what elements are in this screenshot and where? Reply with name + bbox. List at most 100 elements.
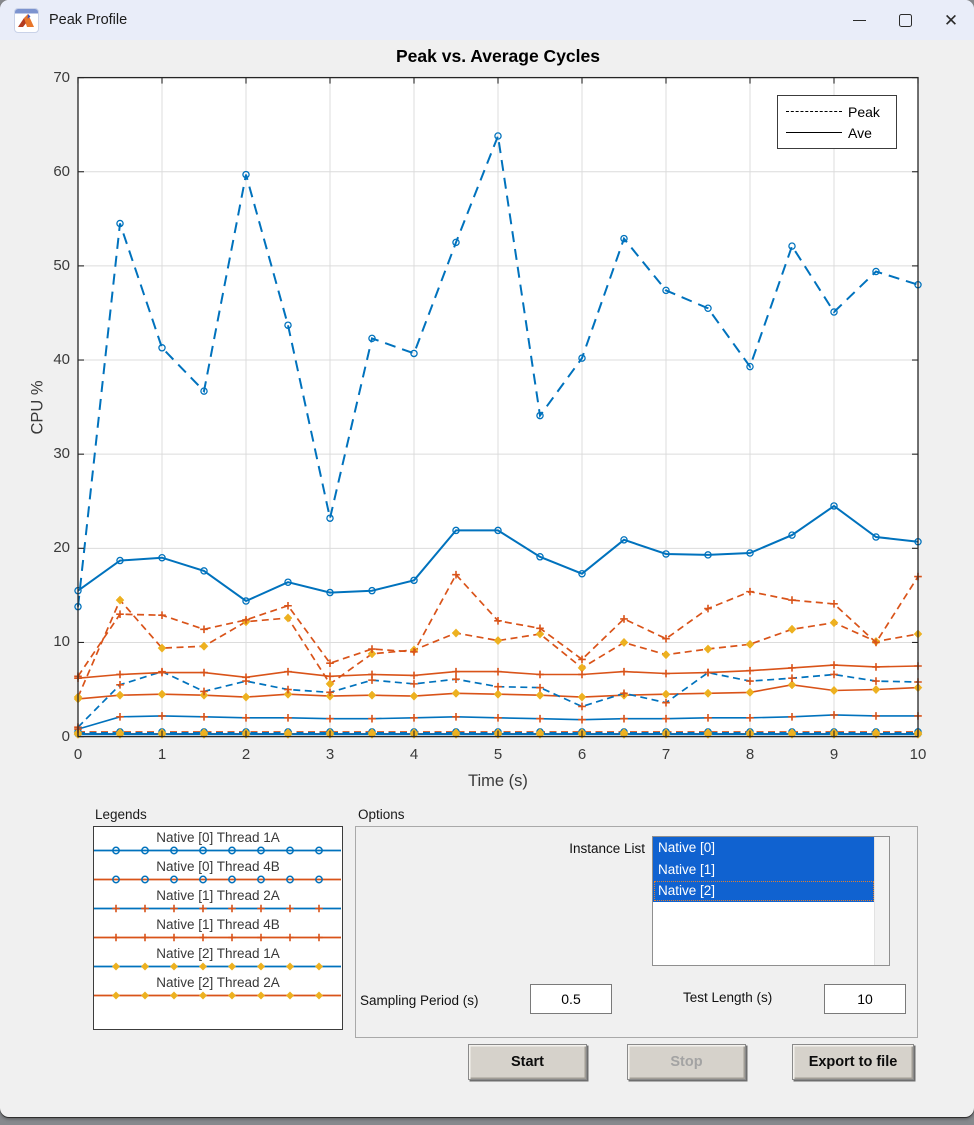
- legend-entry-line: [94, 904, 341, 913]
- marker-plus: [284, 601, 292, 610]
- start-button[interactable]: Start: [468, 1044, 587, 1080]
- marker-circle: [242, 597, 250, 605]
- legend-entry: Native [1] Thread 4B: [94, 914, 342, 943]
- close-icon: ✕: [943, 10, 959, 30]
- maximize-icon: [898, 13, 912, 27]
- marker-plus: [410, 713, 418, 722]
- marker-plus: [788, 674, 796, 683]
- marker-circle: [578, 354, 586, 362]
- marker-plus: [662, 669, 670, 678]
- marker-plus: [452, 570, 460, 579]
- x-tick-label: 5: [493, 745, 503, 763]
- marker-plus: [620, 615, 628, 623]
- marker-plus: [494, 667, 502, 676]
- marker-circle: [788, 531, 796, 539]
- marker-circle: [326, 588, 334, 597]
- marker-circle: [200, 387, 208, 395]
- x-tick-label: 3: [325, 745, 335, 763]
- marker-plus: [746, 666, 754, 675]
- instance-item[interactable]: Native [1]: [653, 858, 875, 880]
- chart-legend-box[interactable]: Peak Ave: [777, 95, 897, 149]
- chart-legend-row: Peak: [786, 101, 888, 122]
- marker-plus: [746, 713, 754, 722]
- marker-diamond: [451, 628, 461, 638]
- marker-plus: [410, 671, 418, 680]
- title-bar[interactable]: Peak Profile ✕: [0, 0, 974, 40]
- marker-plus: [158, 668, 166, 677]
- instance-item[interactable]: Native [2]: [653, 880, 875, 902]
- marker-diamond: [493, 689, 503, 699]
- marker-circle: [452, 238, 460, 247]
- legends-panel-label: Legends: [95, 807, 147, 822]
- solid-line-sample: [786, 132, 842, 133]
- marker-diamond: [367, 690, 377, 700]
- x-tick-label: 6: [577, 745, 587, 763]
- legend-entry-label: Native [1] Thread 2A: [156, 888, 280, 903]
- marker-diamond: [493, 636, 503, 646]
- legend-entry: Native [2] Thread 2A: [94, 972, 342, 1001]
- marker-plus: [242, 713, 250, 722]
- marker-plus: [284, 685, 292, 694]
- y-tick-label: 60: [53, 162, 70, 180]
- marker-plus: [788, 664, 796, 672]
- marker-circle: [284, 321, 292, 329]
- chart-canvas: [73, 76, 923, 739]
- marker-plus: [578, 702, 586, 711]
- x-tick-label: 8: [745, 745, 755, 763]
- test-length-input[interactable]: 10: [824, 984, 906, 1014]
- marker-plus: [746, 677, 754, 685]
- marker-plus: [284, 713, 292, 722]
- marker-plus: [158, 712, 166, 720]
- marker-circle: [620, 536, 628, 544]
- marker-plus: [872, 677, 880, 685]
- y-axis-label: CPU %: [28, 380, 47, 435]
- marker-circle: [116, 556, 124, 565]
- marker-circle: [704, 551, 712, 559]
- legend-entry: Native [0] Thread 4B: [94, 856, 342, 885]
- marker-diamond: [535, 690, 545, 700]
- marker-plus: [536, 670, 544, 679]
- marker-circle: [830, 502, 838, 510]
- marker-circle: [746, 549, 754, 557]
- marker-plus: [116, 681, 124, 689]
- marker-plus: [452, 675, 460, 683]
- test-length-label: Test Length (s): [683, 990, 773, 1005]
- marker-plus: [578, 655, 586, 664]
- marker-circle: [578, 569, 586, 578]
- marker-circle: [872, 267, 880, 276]
- x-tick-label: 7: [661, 745, 671, 763]
- chart-title: Peak vs. Average Cycles: [396, 46, 600, 66]
- x-tick-label: 9: [829, 745, 839, 763]
- marker-circle: [116, 219, 124, 228]
- marker-diamond: [451, 688, 461, 698]
- marker-plus: [830, 670, 838, 679]
- legend-entry-line: [94, 933, 341, 942]
- close-button[interactable]: ✕: [928, 0, 974, 40]
- marker-plus: [620, 689, 628, 698]
- instance-item[interactable]: Native [0]: [653, 837, 875, 859]
- maximize-button[interactable]: [882, 0, 928, 40]
- marker-plus: [830, 711, 838, 719]
- y-tick-label: 10: [53, 633, 70, 651]
- sampling-period-input[interactable]: 0.5: [530, 984, 612, 1014]
- export-to-file-button[interactable]: Export to file: [792, 1044, 914, 1080]
- legend-entry-line: [94, 962, 341, 971]
- marker-plus: [830, 661, 838, 669]
- marker-diamond: [745, 639, 755, 649]
- instance-listbox[interactable]: Native [0] Native [1] Native [2]: [652, 836, 890, 966]
- marker-plus: [242, 616, 250, 624]
- listbox-scrollbar[interactable]: [874, 837, 889, 965]
- marker-plus: [368, 670, 376, 679]
- minimize-button[interactable]: [836, 0, 882, 40]
- marker-plus: [830, 600, 838, 608]
- marker-circle: [452, 526, 460, 535]
- legend-entry-label: Native [1] Thread 4B: [156, 917, 280, 932]
- window-title: Peak Profile: [49, 12, 128, 28]
- legends-panel: Native [0] Thread 1A Native [0] Thread 4B…: [93, 826, 343, 1030]
- marker-plus: [410, 648, 418, 656]
- marker-diamond: [199, 641, 209, 651]
- window-controls: ✕: [836, 0, 974, 40]
- marker-circle: [494, 526, 502, 535]
- series-n2t2a_peak: [77, 598, 919, 698]
